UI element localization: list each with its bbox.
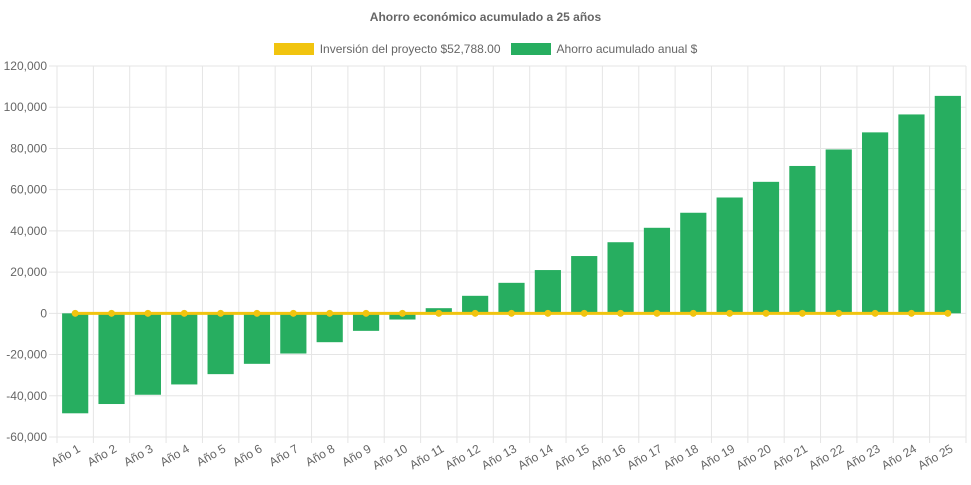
x-tick-label: Año 2 bbox=[85, 441, 119, 469]
legend-item-investment[interactable]: Inversión del proyecto $52,788.00 bbox=[273, 42, 501, 56]
x-tick-label: Año 12 bbox=[443, 441, 483, 472]
x-tick-label: Año 21 bbox=[770, 441, 810, 472]
x-tick-label: Año 18 bbox=[661, 441, 701, 472]
legend-label-investment: Inversión del proyecto $52,788.00 bbox=[319, 42, 501, 56]
bar-savings bbox=[934, 95, 961, 314]
x-tick-label: Año 5 bbox=[194, 441, 228, 469]
point-investment bbox=[580, 309, 588, 317]
bar-savings bbox=[571, 256, 598, 314]
point-investment bbox=[871, 309, 879, 317]
point-investment bbox=[689, 309, 697, 317]
y-tick-label: -60,000 bbox=[6, 430, 47, 444]
bar-savings bbox=[898, 114, 925, 314]
point-investment bbox=[944, 309, 952, 317]
x-tick-label: Año 10 bbox=[370, 441, 410, 472]
x-tick-label: Año 22 bbox=[806, 441, 846, 472]
point-investment bbox=[144, 309, 152, 317]
x-tick-label: Año 15 bbox=[552, 441, 592, 472]
bar-savings bbox=[716, 197, 743, 314]
bar-savings bbox=[62, 313, 89, 414]
bar-savings bbox=[171, 313, 198, 385]
x-tick-label: Año 6 bbox=[230, 441, 264, 469]
x-tick-label: Año 14 bbox=[515, 441, 555, 472]
point-investment bbox=[617, 309, 625, 317]
legend-swatch-investment bbox=[273, 43, 314, 55]
y-tick-label: 80,000 bbox=[10, 141, 47, 155]
point-investment bbox=[289, 309, 297, 317]
point-investment bbox=[326, 309, 334, 317]
y-tick-label: 60,000 bbox=[10, 183, 47, 197]
point-investment bbox=[907, 309, 915, 317]
point-investment bbox=[508, 309, 515, 317]
point-investment bbox=[253, 309, 261, 317]
y-tick-label: -20,000 bbox=[6, 348, 47, 362]
y-tick-label: 100,000 bbox=[4, 100, 48, 114]
x-tick-label: Año 9 bbox=[339, 441, 373, 469]
bar-savings bbox=[98, 313, 125, 405]
y-tick-label: -40,000 bbox=[6, 389, 47, 403]
x-tick-label: Año 20 bbox=[734, 441, 774, 472]
bar-savings bbox=[825, 149, 852, 314]
y-tick-label: 0 bbox=[40, 306, 47, 320]
x-tick-label: Año 23 bbox=[843, 441, 883, 472]
bar-savings bbox=[352, 313, 380, 331]
x-tick-label: Año 7 bbox=[267, 441, 301, 469]
point-investment bbox=[435, 309, 443, 317]
point-investment bbox=[726, 309, 734, 317]
chart-legend: Inversión del proyecto $52,788.00 Ahorro… bbox=[0, 42, 971, 56]
bar-savings bbox=[534, 270, 561, 314]
y-tick-label: 120,000 bbox=[4, 59, 48, 73]
y-tick-label: 40,000 bbox=[10, 224, 47, 238]
legend-swatch-savings bbox=[510, 43, 551, 55]
legend-label-savings: Ahorro acumulado anual $ bbox=[556, 42, 698, 56]
x-tick-label: Año 8 bbox=[303, 441, 337, 469]
x-tick-label: Año 24 bbox=[879, 441, 919, 472]
point-investment bbox=[217, 309, 225, 317]
bar-savings bbox=[789, 165, 816, 314]
bar-savings bbox=[134, 313, 161, 395]
bar-savings bbox=[462, 295, 489, 314]
y-tick-label: 20,000 bbox=[10, 265, 47, 279]
point-investment bbox=[471, 309, 479, 317]
x-tick-label: Año 11 bbox=[407, 441, 446, 472]
point-investment bbox=[544, 309, 552, 317]
bar-savings bbox=[752, 181, 780, 314]
point-investment bbox=[798, 309, 806, 317]
x-tick-label: Año 4 bbox=[158, 441, 192, 469]
x-tick-label: Año 19 bbox=[697, 441, 737, 472]
bar-savings bbox=[643, 227, 671, 314]
x-tick-label: Año 1 bbox=[49, 441, 83, 469]
bar-savings bbox=[862, 132, 889, 314]
bar-savings bbox=[280, 313, 307, 354]
point-investment bbox=[398, 309, 406, 317]
point-investment bbox=[762, 309, 770, 317]
point-investment bbox=[71, 309, 79, 317]
x-tick-label: Año 3 bbox=[121, 441, 155, 469]
x-tick-label: Año 25 bbox=[915, 441, 955, 472]
point-investment bbox=[362, 309, 370, 317]
point-investment bbox=[653, 309, 661, 317]
point-investment bbox=[180, 309, 188, 317]
point-investment bbox=[108, 309, 116, 317]
bar-savings bbox=[243, 313, 271, 364]
point-investment bbox=[835, 309, 843, 317]
bar-savings bbox=[498, 282, 525, 314]
bar-savings bbox=[607, 242, 634, 314]
bar-savings bbox=[680, 212, 707, 314]
bar-savings bbox=[207, 313, 234, 375]
x-tick-label: Año 16 bbox=[588, 441, 628, 472]
x-tick-label: Año 13 bbox=[479, 441, 519, 472]
x-tick-label: Año 17 bbox=[624, 441, 664, 472]
legend-item-savings[interactable]: Ahorro acumulado anual $ bbox=[510, 42, 698, 56]
bar-savings bbox=[316, 313, 343, 343]
chart-title: Ahorro económico acumulado a 25 años bbox=[369, 10, 602, 24]
